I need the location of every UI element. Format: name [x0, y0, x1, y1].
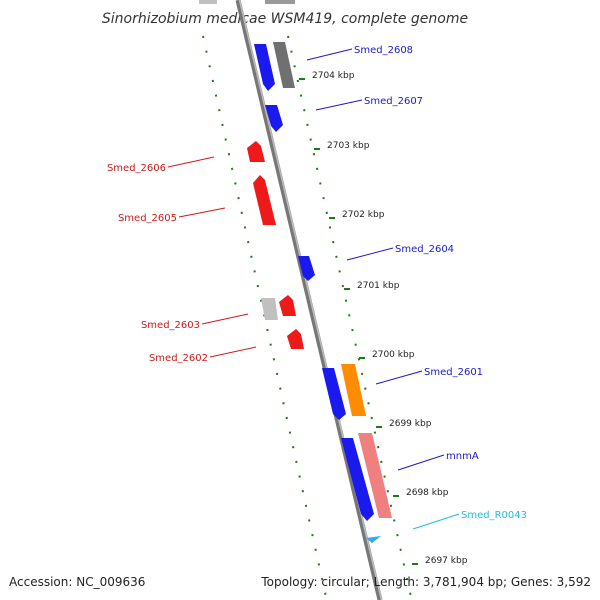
scale-ticks: 2704 kbp 2703 kbp 2702 kbp 2701 kbp 2700 kbp…	[299, 71, 468, 566]
gene-mnma[interactable]	[341, 438, 374, 521]
gene-smed-r0043[interactable]	[366, 536, 381, 543]
leader-line-smed-2602	[209, 346, 257, 358]
gene-smed-2601[interactable]	[322, 368, 346, 420]
leader-line-mnma	[397, 454, 445, 471]
scale-label-2697: 2697 kbp	[425, 556, 468, 566]
gene-label-smed-2607[interactable]: Smed_2607	[364, 96, 423, 107]
gene-smed-2605[interactable]	[253, 175, 276, 225]
gene-label-smed-2603[interactable]: Smed_2603	[141, 320, 200, 331]
gene-smed-2602[interactable]	[287, 329, 304, 349]
leader-line-smed-2604	[346, 247, 394, 261]
gene-smed-2601-orange	[341, 364, 366, 416]
scale-label-2698: 2698 kbp	[406, 488, 449, 498]
leader-line-smed-2605	[178, 207, 226, 218]
gene-label-mnma[interactable]: mnmA	[446, 451, 479, 462]
scale-label-2703: 2703 kbp	[327, 141, 370, 151]
gene-label-smed-2606[interactable]: Smed_2606	[107, 163, 166, 174]
scale-label-2702: 2702 kbp	[342, 210, 385, 220]
gene-label-smed-2608[interactable]: Smed_2608	[354, 45, 413, 56]
accession-text: Accession: NC_009636	[9, 575, 145, 589]
gene-label-smed-2601[interactable]: Smed_2601	[424, 367, 483, 378]
gene-label-smed-r0043[interactable]: Smed_R0043	[461, 510, 527, 521]
leader-line-smed-2606	[167, 156, 215, 168]
leader-line-smed-2607	[315, 99, 363, 111]
map-title: Sinorhizobium medicae WSM419, complete g…	[102, 11, 468, 27]
scale-label-2700: 2700 kbp	[372, 350, 415, 360]
gene-labels: Smed_2608 Smed_2607 Smed_2606 Smed_2605 Smed…	[107, 45, 527, 530]
gene-smed-2604[interactable]	[298, 256, 315, 281]
gene-label-smed-2604[interactable]: Smed_2604	[395, 244, 454, 255]
plus-strand-track	[287, 35, 412, 598]
genome-summary-text: Topology: circular; Length: 3,781,904 bp…	[260, 575, 591, 589]
clipped-label-top	[265, 0, 295, 4]
gene-smed-2608-gray	[273, 42, 295, 88]
gene-smed-2606[interactable]	[247, 141, 265, 162]
gene-smed-2608[interactable]	[254, 42, 295, 91]
scale-label-2699: 2699 kbp	[389, 419, 432, 429]
gene-label-smed-2602[interactable]: Smed_2602	[149, 353, 208, 364]
genome-backbone	[235, 0, 383, 600]
leader-line-smed-2603	[201, 313, 249, 325]
leader-line-smed-2601	[375, 370, 423, 385]
gene-smed-2608-blue	[254, 44, 275, 91]
gene-smed-2607[interactable]	[265, 105, 283, 132]
leader-line-smed-2608	[306, 48, 353, 61]
gene-smed-2603[interactable]	[279, 295, 296, 316]
gene-smed-2603-gray	[261, 298, 278, 320]
gene-label-smed-2605[interactable]: Smed_2605	[118, 213, 177, 224]
gene-mnma-pink	[358, 433, 392, 518]
scale-label-2701: 2701 kbp	[357, 281, 400, 291]
leader-line-smed-r0043	[412, 513, 460, 530]
scale-label-2704: 2704 kbp	[312, 71, 355, 81]
clipped-gene-top	[199, 0, 217, 4]
